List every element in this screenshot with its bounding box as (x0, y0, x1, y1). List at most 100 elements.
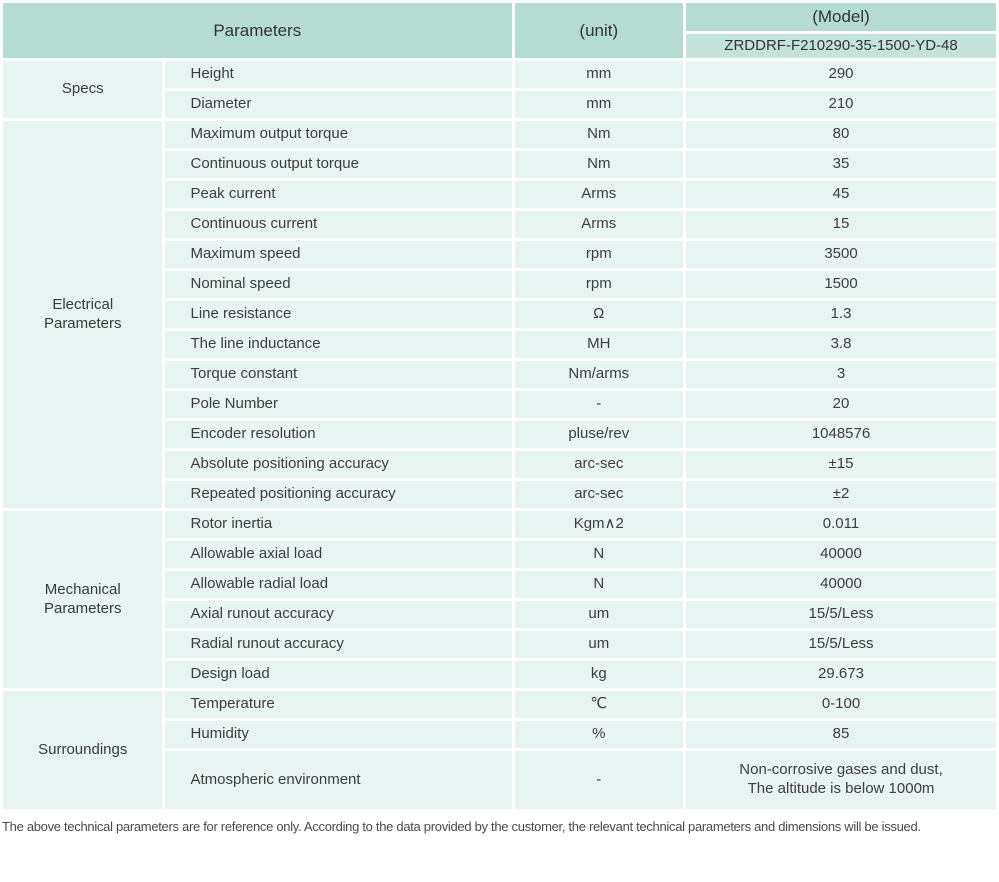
unit-cell: - (514, 391, 684, 418)
table-row: Design load kg 29.673 (3, 661, 996, 688)
value-cell: Non-corrosive gases and dust, The altitu… (686, 751, 996, 809)
table-row: Surroundings Temperature ℃ 0-100 (3, 691, 996, 809)
unit-cell: rpm (514, 241, 684, 268)
group-label: Specs (3, 61, 163, 118)
table-row: Radial runout accuracy um 15/5/Less (3, 631, 996, 658)
group-label: Mechanical Parameters (3, 511, 163, 688)
footer-disclaimer: The above technical parameters are for r… (2, 819, 921, 834)
value-cell: 290 (686, 61, 996, 88)
table-row: Axial runout accuracy um 15/5/Less (3, 601, 996, 628)
value-cell: 85 (686, 721, 996, 748)
param-cell: Radial runout accuracy (165, 631, 512, 658)
param-cell: Maximum output torque (165, 121, 512, 148)
value-cell: 0.011 (686, 511, 996, 538)
unit-cell: - (514, 751, 684, 809)
param-cell: Encoder resolution (165, 421, 512, 448)
table-row: Absolute positioning accuracy arc-sec ±15 (3, 451, 996, 478)
param-cell: Torque constant (165, 361, 512, 388)
table-row: Atmospheric environment - Non-corrosive ga… (3, 751, 996, 809)
param-cell: Continuous output torque (165, 151, 512, 178)
parameters-table: Parameters (unit) (Model) ZRDDRF-F210290… (3, 3, 996, 809)
unit-cell: um (514, 601, 684, 628)
unit-cell: Arms (514, 181, 684, 208)
value-cell: 1500 (686, 271, 996, 298)
param-cell: Diameter (165, 91, 512, 118)
param-cell: Atmospheric environment (165, 751, 512, 809)
param-cell: Axial runout accuracy (165, 601, 512, 628)
unit-cell: Nm (514, 121, 684, 148)
table-row: Diameter mm 210 (3, 91, 996, 118)
header-model: (Model) (686, 3, 996, 31)
value-cell: 210 (686, 91, 996, 118)
param-cell: Repeated positioning accuracy (165, 481, 512, 508)
group-label: Surroundings (3, 691, 163, 809)
param-cell: Maximum speed (165, 241, 512, 268)
unit-cell: N (514, 541, 684, 568)
param-cell: Pole Number (165, 391, 512, 418)
table-row: Encoder resolution pluse/rev 1048576 (3, 421, 996, 448)
header-model-number: ZRDDRF-F210290-35-1500-YD-48 (686, 34, 996, 58)
header-unit: (unit) (514, 3, 684, 58)
table-row: Nominal speed rpm 1500 (3, 271, 996, 298)
table-row: Allowable axial load N 40000 (3, 541, 996, 568)
table-row: Repeated positioning accuracy arc-sec ±2 (3, 481, 996, 508)
table-row: The line inductance MH 3.8 (3, 331, 996, 358)
unit-cell: Ω (514, 301, 684, 328)
value-cell: 15/5/Less (686, 601, 996, 628)
table-row: Specs Height mm 290 (3, 61, 996, 118)
unit-cell: Nm/arms (514, 361, 684, 388)
table-row: Torque constant Nm/arms 3 (3, 361, 996, 388)
unit-cell: % (514, 721, 684, 748)
table-row: Continuous current Arms 15 (3, 211, 996, 238)
group-label: Electrical Parameters (3, 121, 163, 508)
value-cell: ±15 (686, 451, 996, 478)
unit-cell: arc-sec (514, 451, 684, 478)
unit-cell: um (514, 631, 684, 658)
value-cell: 3500 (686, 241, 996, 268)
unit-cell: ℃ (514, 691, 684, 718)
value-cell: ±2 (686, 481, 996, 508)
param-cell: Allowable radial load (165, 571, 512, 598)
value-cell: 3.8 (686, 331, 996, 358)
value-cell: 35 (686, 151, 996, 178)
header-parameters: Parameters (3, 3, 512, 58)
param-cell: Peak current (165, 181, 512, 208)
param-cell: Humidity (165, 721, 512, 748)
value-cell: 15 (686, 211, 996, 238)
unit-cell: Arms (514, 211, 684, 238)
value-cell: 3 (686, 361, 996, 388)
value-cell: 80 (686, 121, 996, 148)
table-row: Pole Number -20 (3, 391, 996, 418)
value-cell: 40000 (686, 541, 996, 568)
param-cell: Line resistance (165, 301, 512, 328)
param-cell: Temperature (165, 691, 512, 718)
param-cell: Nominal speed (165, 271, 512, 298)
param-cell: Design load (165, 661, 512, 688)
value-cell: 1.3 (686, 301, 996, 328)
table-header: Parameters (unit) (Model) ZRDDRF-F210290… (3, 3, 996, 58)
value-cell: 1048576 (686, 421, 996, 448)
value-cell: 40000 (686, 571, 996, 598)
unit-cell: mm (514, 61, 684, 88)
table-row: Humidity% 85 (3, 721, 996, 748)
param-cell: Absolute positioning accuracy (165, 451, 512, 478)
param-cell: The line inductance (165, 331, 512, 358)
value-cell: 45 (686, 181, 996, 208)
unit-cell: pluse/rev (514, 421, 684, 448)
table-row: Mechanical Parameters Rotor inertia Kgm∧2 0… (3, 511, 996, 688)
table-row: Electrical Parameters Maximum output torq… (3, 121, 996, 508)
table-row: Line resistance Ω 1.3 (3, 301, 996, 328)
value-cell: 20 (686, 391, 996, 418)
table-row: Peak current Arms 45 (3, 181, 996, 208)
unit-cell: Nm (514, 151, 684, 178)
unit-cell: MH (514, 331, 684, 358)
table-row: Continuous output torque Nm 35 (3, 151, 996, 178)
unit-cell: Kgm∧2 (514, 511, 684, 538)
param-cell: Continuous current (165, 211, 512, 238)
unit-cell: arc-sec (514, 481, 684, 508)
unit-cell: kg (514, 661, 684, 688)
table-row: Allowable radial load N 40000 (3, 571, 996, 598)
value-cell: 29.673 (686, 661, 996, 688)
table-row: Maximum speed rpm 3500 (3, 241, 996, 268)
